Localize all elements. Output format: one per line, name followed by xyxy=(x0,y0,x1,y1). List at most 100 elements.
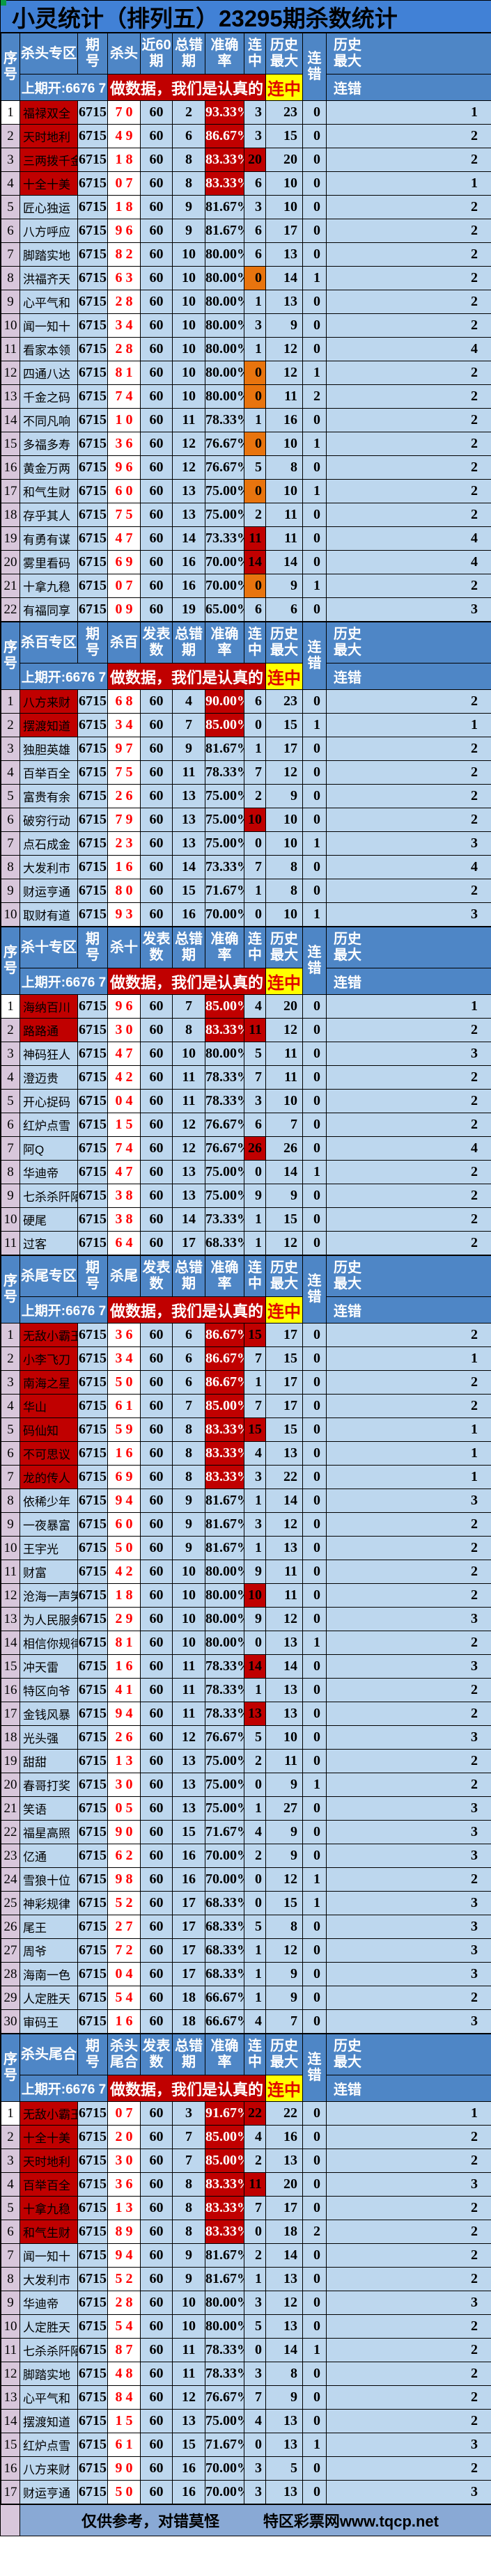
max-streak-cell: 13 xyxy=(265,1536,303,1560)
zone-name-cell: 心平气和 xyxy=(20,2385,78,2410)
accuracy-cell: 68.33% xyxy=(205,1938,244,1963)
kill-number-cell: 7 5 xyxy=(107,503,141,527)
seq-cell: 7 xyxy=(1,831,20,856)
max-miss-cell: 2 xyxy=(326,2125,491,2149)
issue-cell: 6715 xyxy=(77,1607,108,1631)
total-errors-cell: 11 xyxy=(172,1065,205,1090)
accuracy-cell: 78.33% xyxy=(205,2338,244,2362)
total-errors-cell: 14 xyxy=(172,855,205,879)
issue-cell: 6715 xyxy=(77,2149,108,2173)
max-streak-cell: 14 xyxy=(265,2338,303,2362)
streak-cell: 3 xyxy=(244,2480,266,2504)
max-streak-cell: 14 xyxy=(265,1489,303,1513)
zone-name-cell: 财运亨通 xyxy=(20,879,78,903)
miss-cell: 0 xyxy=(302,808,327,832)
max-miss-cell: 2 xyxy=(326,479,491,503)
miss-cell: 0 xyxy=(302,2149,327,2173)
kill-number-cell: 1 5 xyxy=(107,2409,141,2433)
streak-cell: 5 xyxy=(244,1725,266,1750)
accuracy-cell: 83.33% xyxy=(205,1441,244,1466)
published-count-cell: 60 xyxy=(140,1749,173,1773)
total-errors-cell: 9 xyxy=(172,219,205,243)
issue-cell: 6715 xyxy=(77,1231,108,1255)
zone-name-cell: 有勇有谋 xyxy=(20,526,78,551)
streak-cell: 20 xyxy=(244,148,266,172)
issue-cell: 6715 xyxy=(77,526,108,551)
zone-name-cell: 七杀杀阡陌 xyxy=(20,1184,78,1208)
streak-cell: 2 xyxy=(244,784,266,808)
issue-cell: 6715 xyxy=(77,1065,108,1090)
max-miss-cell: 2 xyxy=(326,1370,491,1395)
seq-cell: 1 xyxy=(1,994,20,1019)
miss-cell: 0 xyxy=(302,100,327,125)
zone-name-cell: 华迪帝 xyxy=(20,2291,78,2315)
zone-name-cell: 闻一知十 xyxy=(20,313,78,338)
total-errors-cell: 10 xyxy=(172,1560,205,1584)
total-errors-cell: 4 xyxy=(172,689,205,714)
total-errors-cell: 11 xyxy=(172,1678,205,1702)
published-count-cell: 60 xyxy=(140,994,173,1019)
kill-number-cell: 7 2 xyxy=(107,1938,141,1963)
accuracy-cell: 83.33% xyxy=(205,1018,244,1042)
total-errors-cell: 9 xyxy=(172,195,205,219)
total-errors-cell: 13 xyxy=(172,1749,205,1773)
max-miss-header: 历史 最大 xyxy=(326,1255,491,1297)
streak-cell: 3 xyxy=(244,1465,266,1489)
zone-name-cell: 破穷行动 xyxy=(20,808,78,832)
streak-cell: 6 xyxy=(244,171,266,196)
streak-cell: 2 xyxy=(244,1749,266,1773)
published-count-cell: 60 xyxy=(140,526,173,551)
accuracy-cell: 80.00% xyxy=(205,2291,244,2315)
published-count-cell: 60 xyxy=(140,2362,173,2386)
miss-cell: 0 xyxy=(302,1915,327,1939)
zone-header: 杀十专区 xyxy=(20,927,78,968)
miss-cell: 1 xyxy=(302,266,327,290)
accuracy-cell: 81.67% xyxy=(205,1512,244,1537)
issue-cell: 6715 xyxy=(77,384,108,409)
max-streak-cell: 15 xyxy=(265,1891,303,1915)
accuracy-cell: 78.33% xyxy=(205,408,244,432)
total-errors-cell: 8 xyxy=(172,2220,205,2244)
zone-name-cell: 尾王 xyxy=(20,1915,78,1939)
kill-number-cell: 9 8 xyxy=(107,1867,141,1892)
zone-name-cell: 雪狼十位 xyxy=(20,1867,78,1892)
miss-cell: 0 xyxy=(302,1749,327,1773)
streak-cell: 3 xyxy=(244,124,266,148)
accuracy-cell: 68.33% xyxy=(205,1231,244,1255)
zone-name-cell: 小李飞刀 xyxy=(20,1346,78,1371)
accuracy-header: 准确 率 xyxy=(205,622,244,663)
published-count-cell: 60 xyxy=(140,2314,173,2339)
max-streak-cell: 13 xyxy=(265,242,303,267)
miss-cell: 0 xyxy=(302,1113,327,1137)
max-miss-cell: 4 xyxy=(326,550,491,574)
seq-cell: 10 xyxy=(1,1207,20,1232)
miss-cell: 0 xyxy=(302,1065,327,1090)
seq-cell: 27 xyxy=(1,1938,20,1963)
zone-name-cell: 看家本领 xyxy=(20,337,78,361)
accuracy-cell: 75.00% xyxy=(205,1184,244,1208)
published-count-cell: 60 xyxy=(140,1607,173,1631)
streak-cell: 1 xyxy=(244,879,266,903)
streak-cell: 3 xyxy=(244,1512,266,1537)
seq-cell: 24 xyxy=(1,1867,20,1892)
max-miss-cell: 3 xyxy=(326,1042,491,1066)
total-errors-header: 总错 期 xyxy=(172,2034,205,2075)
seq-cell: 12 xyxy=(1,2362,20,2386)
total-errors-cell: 17 xyxy=(172,1231,205,1255)
total-errors-cell: 17 xyxy=(172,1915,205,1939)
published-count-cell: 60 xyxy=(140,2220,173,2244)
kill-number-cell: 2 6 xyxy=(107,1725,141,1750)
total-errors-cell: 14 xyxy=(172,526,205,551)
issue-cell: 6715 xyxy=(77,855,108,879)
seq-cell: 6 xyxy=(1,2220,20,2244)
max-miss-cell: 2 xyxy=(326,124,491,148)
accuracy-cell: 86.67% xyxy=(205,124,244,148)
